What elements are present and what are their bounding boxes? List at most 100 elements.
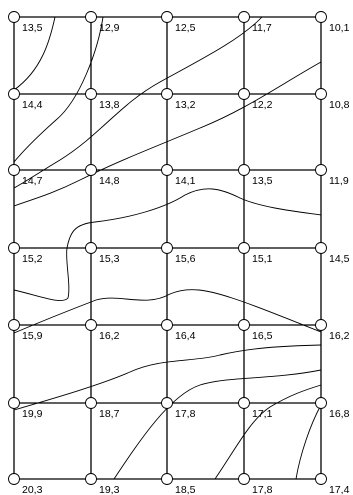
grid-node: 17,1 [238,397,273,420]
node-marker [85,397,97,409]
grid-node: 15,9 [8,319,43,342]
node-marker [8,11,20,23]
grid-node: 14,5 [315,242,350,265]
node-marker [85,473,97,485]
node-value-label: 11,9 [329,175,349,187]
node-value-label: 16,5 [252,330,273,342]
node-marker [161,242,173,254]
node-marker [161,11,173,23]
node-value-label: 17,8 [175,408,196,420]
grid-node: 13,8 [85,88,120,111]
node-value-label: 15,3 [99,253,120,265]
grid-node: 10,1 [315,11,350,34]
contour-line-9 [214,384,322,480]
grid-node: 12,5 [161,11,196,34]
node-marker [85,164,97,176]
node-marker [315,242,327,254]
contour-line-2 [13,16,104,163]
grid-node: 19,9 [8,397,43,420]
node-value-label: 17,8 [252,484,273,495]
node-value-label: 13,5 [22,22,43,34]
node-value-label: 13,5 [252,175,273,187]
node-marker [315,473,327,485]
node-value-label: 17,4 [329,484,350,495]
grid-node: 16,5 [238,319,273,342]
contour-line-4 [13,61,322,207]
node-marker [85,242,97,254]
node-value-label: 14,8 [99,175,120,187]
node-value-label: 10,8 [329,99,350,111]
node-marker [315,11,327,23]
node-value-label: 19,9 [22,408,43,420]
node-value-label: 15,2 [22,253,43,265]
grid-node: 17,8 [161,397,196,420]
grid-node: 19,3 [85,473,120,495]
node-marker [8,88,20,100]
grid-node: 15,3 [85,242,120,265]
node-marker [238,473,250,485]
node-value-label: 15,6 [175,253,196,265]
grid-node: 13,5 [8,11,43,34]
grid-node: 14,1 [161,164,196,187]
grid-node: 11,7 [238,11,272,34]
node-value-label: 14,1 [175,175,196,187]
node-marker [85,11,97,23]
grid-node: 14,7 [8,164,43,187]
node-marker [238,88,250,100]
node-value-label: 15,9 [22,330,43,342]
grid-node: 16,4 [161,319,196,342]
node-value-label: 14,4 [22,99,43,111]
node-value-label: 13,8 [99,99,120,111]
node-value-label: 16,8 [329,408,350,420]
grid-node: 17,8 [238,473,273,495]
node-value-label: 13,2 [175,99,196,111]
contour-line-7 [13,344,322,411]
node-marker [8,473,20,485]
node-marker [8,164,20,176]
contour-line-1 [13,16,56,91]
node-value-label: 10,1 [329,22,350,34]
contour-line-8 [113,369,322,480]
grid-node: 14,4 [8,88,43,111]
grid-node: 16,2 [315,319,350,342]
grid-node: 15,1 [238,242,273,265]
node-marker [315,164,327,176]
node-marker [161,164,173,176]
node-value-label: 14,5 [329,253,350,265]
node-value-label: 11,7 [252,22,272,34]
grid-node: 12,9 [85,11,120,34]
node-value-label: 17,1 [252,408,273,420]
grid-node: 15,2 [8,242,43,265]
node-marker [161,473,173,485]
node-value-label: 15,1 [252,253,273,265]
node-value-label: 16,2 [99,330,120,342]
grid-node: 14,8 [85,164,120,187]
node-marker [315,319,327,331]
node-value-label: 12,2 [252,99,273,111]
node-value-label: 18,7 [99,408,120,420]
node-marker [238,319,250,331]
node-value-label: 12,5 [175,22,196,34]
grid-node: 11,9 [315,164,349,187]
grid-node: 16,2 [85,319,120,342]
node-marker [85,88,97,100]
node-marker [85,319,97,331]
grid-node: 10,8 [315,88,350,111]
node-value-label: 12,9 [99,22,120,34]
contour-line-6 [13,289,322,334]
node-marker [161,319,173,331]
node-value-label: 14,7 [22,175,43,187]
grid-node: 17,4 [315,473,350,495]
node-marker [238,397,250,409]
node-marker [238,242,250,254]
node-marker [8,397,20,409]
grid-node: 20,3 [8,473,43,495]
node-marker [238,164,250,176]
node-marker [315,88,327,100]
node-marker [8,242,20,254]
contour-line-5 [13,188,322,301]
contour-line-10 [295,404,322,480]
node-value-label: 16,2 [329,330,350,342]
